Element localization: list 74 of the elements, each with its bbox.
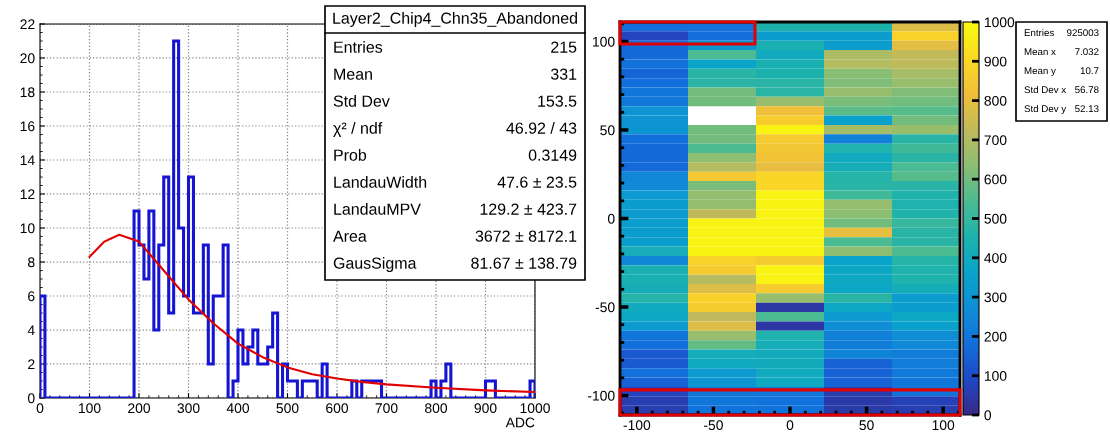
annotation: 0.3149 bbox=[528, 149, 577, 161]
y-tick-label: 2 bbox=[28, 359, 35, 370]
text: Mean x bbox=[1024, 48, 1056, 56]
x-tick-label: -50 bbox=[704, 420, 723, 431]
y-tick-label: 10 bbox=[20, 223, 35, 234]
text: 7.032 bbox=[1075, 48, 1099, 56]
color-bar-label: 300 bbox=[984, 292, 1007, 303]
x-tick-label: 300 bbox=[177, 403, 200, 414]
y-tick-label: 100 bbox=[593, 36, 615, 47]
x-tick-label: 0 bbox=[36, 403, 44, 414]
x-tick-label: 900 bbox=[474, 403, 497, 414]
annotation: 46.92 / 43 bbox=[506, 122, 577, 134]
annotation: Layer2_Chip4_Chn35_Abandoned bbox=[333, 12, 577, 27]
color-bar-label: 200 bbox=[984, 331, 1007, 342]
annotation: 129.2 ± 423.7 bbox=[480, 203, 577, 215]
y-tick-label: 16 bbox=[20, 121, 35, 132]
annotation: 47.6 ± 23.5 bbox=[497, 176, 577, 188]
x-tick-label: 50 bbox=[859, 420, 874, 431]
y-tick-label: 0 bbox=[27, 393, 35, 404]
x-tick-label: 700 bbox=[375, 403, 398, 414]
annotation: χ² / ndf bbox=[333, 122, 383, 137]
text: 331 bbox=[550, 68, 577, 80]
y-tick-label: 50 bbox=[600, 125, 615, 136]
y-tick-label: 6 bbox=[28, 291, 35, 302]
color-bar-label: 400 bbox=[984, 253, 1007, 263]
x-tick-label: 800 bbox=[425, 403, 448, 414]
text: 56.78 bbox=[1075, 86, 1099, 94]
x-tick-label: -100 bbox=[623, 420, 651, 431]
y-tick-label: 20 bbox=[20, 53, 35, 64]
x-tick-label: 100 bbox=[932, 420, 955, 431]
annotation: 3672 ± 8172.1 bbox=[475, 230, 577, 242]
y-tick-label: 18 bbox=[20, 87, 35, 98]
text: 215 bbox=[551, 41, 577, 53]
text: Mean y bbox=[1024, 67, 1056, 77]
y-tick-label: 4 bbox=[27, 325, 35, 336]
text: 52.13 bbox=[1075, 105, 1099, 113]
annotation: GausSigma bbox=[333, 257, 417, 272]
text: 925003 bbox=[1067, 29, 1099, 37]
x-tick-label: 600 bbox=[326, 403, 349, 414]
x-tick-label: 100 bbox=[78, 403, 101, 414]
x-tick-label: 400 bbox=[226, 403, 250, 414]
x-axis-title: ADC bbox=[505, 417, 535, 428]
annotation: Area bbox=[333, 230, 367, 242]
y-tick-label: -50 bbox=[595, 302, 615, 313]
text: 10.7 bbox=[1080, 67, 1099, 75]
annotation: Std Dev bbox=[333, 95, 390, 107]
color-bar-label: 900 bbox=[984, 56, 1007, 67]
x-tick-label: 500 bbox=[276, 403, 299, 414]
annotation: Prob bbox=[334, 149, 367, 161]
text: 153.5 bbox=[538, 95, 577, 107]
color-bar-label: 700 bbox=[984, 135, 1007, 146]
text: Entries bbox=[1024, 28, 1054, 37]
y-tick-label: 14 bbox=[20, 155, 35, 166]
x-tick-label: 1000 bbox=[520, 403, 550, 414]
color-bar-label: 600 bbox=[984, 174, 1007, 185]
color-bar-label: 100 bbox=[984, 371, 1007, 381]
annotation: Entries bbox=[334, 41, 383, 53]
x-tick-label: 0 bbox=[786, 420, 794, 431]
annotation: LandauWidth bbox=[334, 176, 427, 188]
text: Std Dev x bbox=[1024, 85, 1067, 94]
color-bar-label: 1000 bbox=[984, 17, 1015, 28]
y-tick-label: 0 bbox=[607, 213, 615, 224]
y-tick-label: 8 bbox=[28, 257, 35, 268]
x-tick-label: 200 bbox=[128, 403, 151, 414]
annotation: LandauMPV bbox=[334, 203, 421, 215]
text: Std Dev y bbox=[1024, 104, 1067, 115]
annotation: 81.67 ± 138.79 bbox=[471, 257, 577, 269]
y-tick-label: 22 bbox=[20, 19, 35, 30]
annotation: Mean bbox=[334, 68, 372, 80]
color-bar-label: 500 bbox=[984, 213, 1007, 224]
y-tick-label: 12 bbox=[20, 189, 35, 200]
y-tick-label: -100 bbox=[587, 390, 615, 401]
color-bar-label: 800 bbox=[984, 95, 1007, 106]
color-bar-label: 0 bbox=[984, 410, 992, 421]
